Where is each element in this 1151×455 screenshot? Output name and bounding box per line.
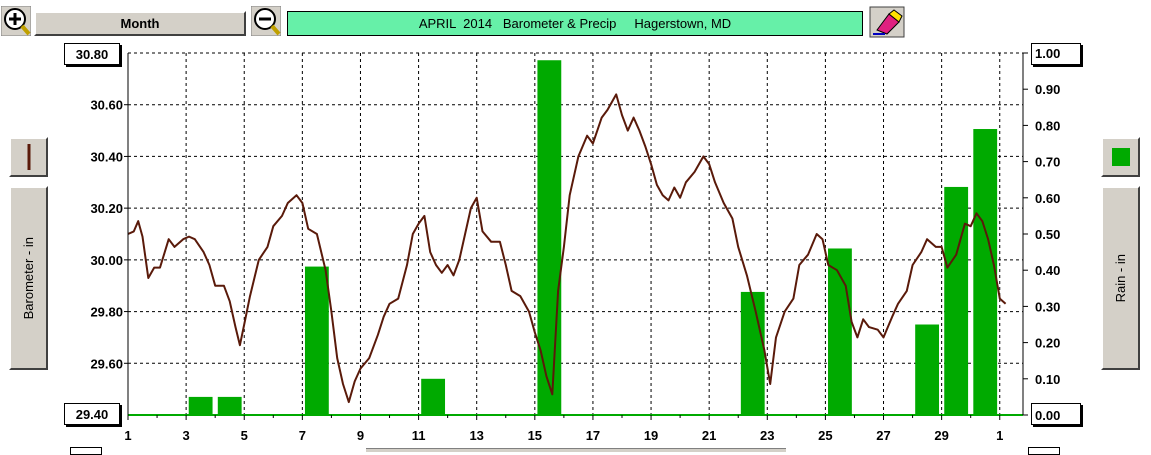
barometer-line [127, 93, 1007, 404]
right-axis-max-box[interactable] [1031, 43, 1081, 65]
x-tick-label: 11 [412, 428, 426, 443]
rain-bar [973, 129, 998, 415]
barometer-axis-button[interactable]: Barometer - in [9, 186, 48, 370]
rain-bar [944, 186, 969, 415]
line-legend-icon [27, 144, 30, 170]
right-tick-label: 0.70 [1035, 155, 1060, 170]
clear-button[interactable] [869, 6, 905, 38]
x-tick-label: 25 [818, 428, 832, 443]
x-tick-label: 21 [702, 428, 716, 443]
rain-bar [740, 291, 765, 415]
x-tick-label: 29 [934, 428, 948, 443]
rain-bar [915, 324, 940, 415]
right-tick-label: 0.20 [1035, 336, 1060, 351]
left-tick-label: 30.20 [90, 201, 123, 216]
right-tick-label: 0.30 [1035, 299, 1060, 314]
left-tick-label: 30.60 [90, 98, 123, 113]
left-tick-label: 30.00 [90, 253, 123, 268]
right-tick-label: 1.00 [1035, 46, 1060, 61]
barometer-legend-button[interactable] [9, 137, 48, 177]
x-tick-label: 5 [241, 428, 248, 443]
month-button-label: Month [120, 16, 160, 31]
month-button[interactable]: Month [34, 11, 246, 36]
zoom-out-button[interactable] [250, 5, 282, 37]
right-tick-label: 0.90 [1035, 82, 1060, 97]
x-tick-label: 9 [357, 428, 364, 443]
x-tick-label: 1 [996, 428, 1003, 443]
left-tick-label: 29.60 [90, 356, 123, 371]
right-tick-label: 0.00 [1035, 408, 1060, 423]
right-tick-label: 0.40 [1035, 263, 1060, 278]
x-tick-label: 1 [124, 428, 131, 443]
x-tick-label: 19 [644, 428, 658, 443]
bar-legend-swatch [1111, 148, 1130, 166]
rain-legend-button[interactable] [1101, 137, 1140, 177]
x-tick-label: 7 [299, 428, 306, 443]
rain-bar [217, 396, 242, 415]
x-tick-label: 27 [876, 428, 890, 443]
zoom-in-button[interactable] [0, 5, 32, 37]
left-tick-label: 29.80 [90, 305, 123, 320]
right-tick-label: 0.80 [1035, 118, 1060, 133]
right-axis-min-box[interactable] [1031, 403, 1081, 425]
x-tick-label: 15 [528, 428, 542, 443]
bar-legend-icon [1111, 148, 1130, 166]
rain-bar [537, 60, 562, 416]
bottom-scroll-left[interactable] [70, 447, 102, 455]
left-axis-min-label[interactable]: 29.40 [64, 403, 120, 425]
rain-bar [188, 396, 213, 415]
right-tick-label: 0.10 [1035, 372, 1060, 387]
rain-bar [304, 266, 329, 415]
x-tick-label: 13 [469, 428, 483, 443]
bottom-scroll-bar[interactable] [366, 448, 786, 452]
left-axis-max-label[interactable]: 30.80 [64, 43, 120, 65]
left-tick-label: 30.40 [90, 149, 123, 164]
right-tick-label: 0.50 [1035, 227, 1060, 242]
zoom-out-icon [250, 5, 282, 37]
x-tick-label: 3 [182, 428, 189, 443]
rain-axis-button[interactable]: Rain - in [1101, 186, 1140, 370]
zoom-in-icon [0, 5, 32, 37]
eraser-icon [869, 6, 905, 38]
x-tick-label: 17 [586, 428, 600, 443]
rain-bar [421, 378, 446, 415]
right-tick-label: 0.60 [1035, 191, 1060, 206]
chart-title: APRIL 2014 Barometer & Precip Hagerstown… [287, 11, 863, 36]
x-tick-label: 23 [760, 428, 774, 443]
bottom-scroll-right[interactable] [1028, 447, 1060, 455]
